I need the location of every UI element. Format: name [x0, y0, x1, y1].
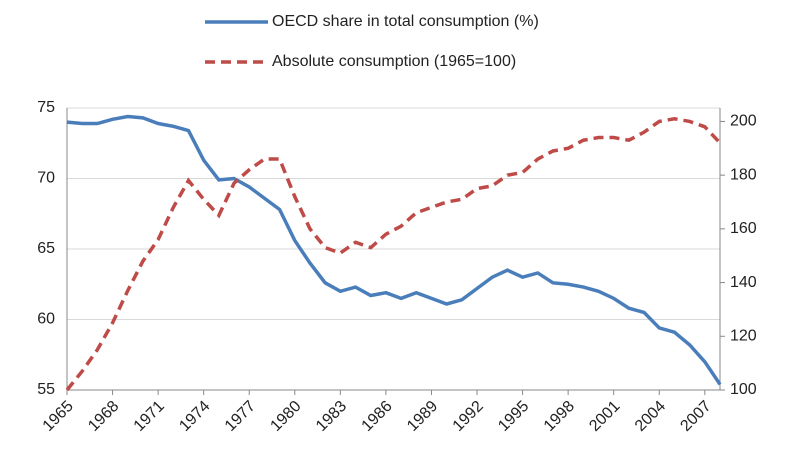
- y2-tick-label: 200: [730, 113, 757, 130]
- y2-tick-label: 180: [730, 166, 757, 183]
- x-tick-label: 1992: [450, 398, 487, 435]
- y-tick-label: 60: [37, 311, 55, 328]
- x-tick-label: 1968: [85, 398, 122, 435]
- y2-tick-label: 140: [730, 274, 757, 291]
- x-tick-label: 1983: [313, 398, 350, 435]
- legend-label: Absolute consumption (1965=100): [272, 53, 516, 70]
- series-line: [66, 114, 722, 386]
- x-tick-label: 2004: [632, 398, 669, 435]
- y-tick-label: 55: [37, 381, 55, 398]
- x-tick-label: 1989: [404, 398, 441, 435]
- x-tick-label: 1980: [267, 398, 304, 435]
- x-tick-label: 2007: [677, 398, 714, 435]
- x-tick-label: 1974: [176, 398, 213, 435]
- x-tick-label: 1965: [40, 398, 77, 435]
- y2-tick-label: 120: [730, 328, 757, 345]
- series-line: [65, 116, 722, 392]
- y2-tick-label: 160: [730, 220, 757, 237]
- y-tick-label: 70: [37, 170, 55, 187]
- y-tick-label: 65: [37, 240, 55, 257]
- x-tick-label: 1986: [359, 398, 396, 435]
- legend-label: OECD share in total consumption (%): [272, 13, 539, 30]
- x-tick-label: 1977: [222, 398, 259, 435]
- x-tick-label: 1995: [495, 398, 532, 435]
- y-tick-label: 75: [37, 99, 55, 116]
- x-tick-label: 1998: [541, 398, 578, 435]
- x-tick-label: 1971: [131, 398, 168, 435]
- x-tick-label: 2001: [586, 398, 623, 435]
- y2-tick-label: 100: [730, 381, 757, 398]
